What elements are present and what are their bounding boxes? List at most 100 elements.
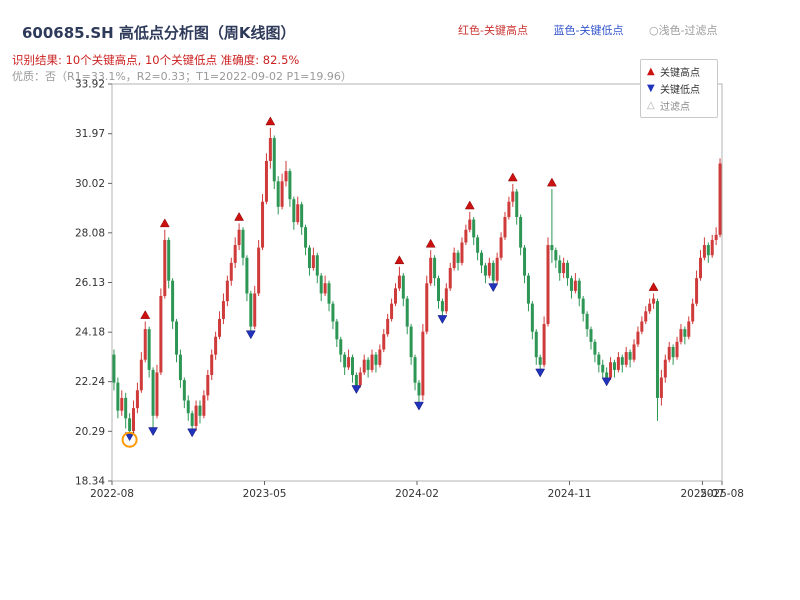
candle-body-down [440,301,444,312]
candle-body-up [311,255,315,268]
candle-body-up [464,229,468,243]
candle-body-down [491,262,495,281]
candle-body-down [566,262,570,279]
candle-body-up [393,288,397,304]
key-high-marker [507,172,518,182]
candle-body-up [261,201,265,248]
key-low-marker [148,427,158,437]
candle-body-down [581,298,585,314]
candle-body-up [202,395,206,416]
candle-body-up [386,318,390,335]
candle-body-up [640,321,644,332]
legend-item-label: 过滤点 [660,102,690,113]
candle-body-up [120,397,124,411]
key-high-marker [234,212,245,221]
candle-body-up [143,329,147,360]
filter-triangle-icon: △ [647,99,655,111]
candle-body-down [343,354,347,368]
candle-body-up [323,283,327,294]
candle-body-up [616,357,620,370]
candle-body-up [253,293,257,327]
key-high-marker [265,116,276,126]
candle-body-up [194,405,198,426]
y-tick-label: 26.13 [75,277,105,289]
x-tick-label: 2023-05 [243,488,287,500]
candle-body-up [159,296,163,373]
candle-body-up [358,372,362,386]
candle-body-down [433,257,437,279]
candle-body-down [515,191,519,218]
candle-body-down [409,326,413,358]
key-low-marker [488,283,499,293]
candle-body-down [530,303,534,332]
candle-body-up [444,288,448,312]
candle-body-up [362,359,366,373]
legend-item-key-high: ▲ 关键高点 [647,63,711,80]
quality-note-text: 优质：否（R1=33.1%，R2=0.33；T1=2022-09-02 P1=1… [12,70,352,83]
candle-body-up [382,334,386,350]
candle-body-up [503,217,507,238]
candle-body-down [523,247,527,276]
candle-body-down [304,227,308,248]
candle-body-down [593,341,597,355]
candle-body-up [425,283,429,332]
candle-body-up [695,278,699,304]
page-title: 600685.SH 高低点分析图（周K线图） [22,24,296,42]
candle-body-up [663,359,667,378]
key-high-marker [546,177,557,187]
candle-body-up [702,245,706,258]
candle-body-down [534,331,538,358]
y-tick-label: 30.02 [75,178,105,190]
candle-body-up [659,377,663,398]
key-low-marker [245,330,256,340]
candle-body-up [644,311,648,322]
candle-body-down [456,252,460,263]
x-tick-label: 2022-08 [90,488,134,500]
candle-body-up [206,374,210,396]
candle-body-up [691,303,695,322]
candle-body-down [558,260,562,274]
candle-body-up [679,329,683,342]
candle-body-up [370,354,374,370]
candle-body-up [132,408,136,432]
candle-body-up [264,160,268,202]
candle-body-up [280,181,284,207]
candle-body-up [675,341,679,358]
candle-body-down [276,181,280,207]
candle-body-down [597,354,601,365]
candle-body-up [609,362,613,378]
candle-body-down [147,329,151,370]
filtered-point-circle [121,431,138,448]
color-legend: 红色-关键高点 蓝色-关键低点 ○浅色-过滤点 [458,22,740,38]
candle-body-up [284,171,288,182]
candle-body-down [190,413,194,426]
candle-body-down [483,265,487,276]
key-low-marker [351,385,362,395]
candle-body-up [652,298,656,304]
candle-body-down [605,372,609,378]
x-tick-label: 2025-08 [700,488,744,500]
candle-body-down [476,237,480,253]
candle-body-down [198,405,202,416]
legend-key-low-label: 蓝色-关键低点 [553,24,624,37]
candle-body-down [182,380,186,401]
candle-body-down [585,313,589,330]
candle-body-up [397,275,401,289]
legend-key-high-label: 红色-关键高点 [458,24,528,37]
candle-body-down [171,280,175,322]
candle-body-up [163,239,167,297]
candle-body-down [612,362,616,370]
x-tick-label: 2024-11 [548,488,592,500]
candle-body-up [237,229,241,246]
legend-item-label: 关键高点 [660,68,700,79]
candle-body-up [421,331,425,396]
candle-body-up [511,191,515,202]
candle-body-up [624,352,628,365]
candle-body-down [413,357,417,383]
key-high-triangle-icon: ▲ [647,65,655,77]
candle-body-up [507,201,511,218]
y-tick-label: 31.97 [75,128,105,140]
candle-body-down [319,275,323,294]
candle-body-up [687,321,691,337]
